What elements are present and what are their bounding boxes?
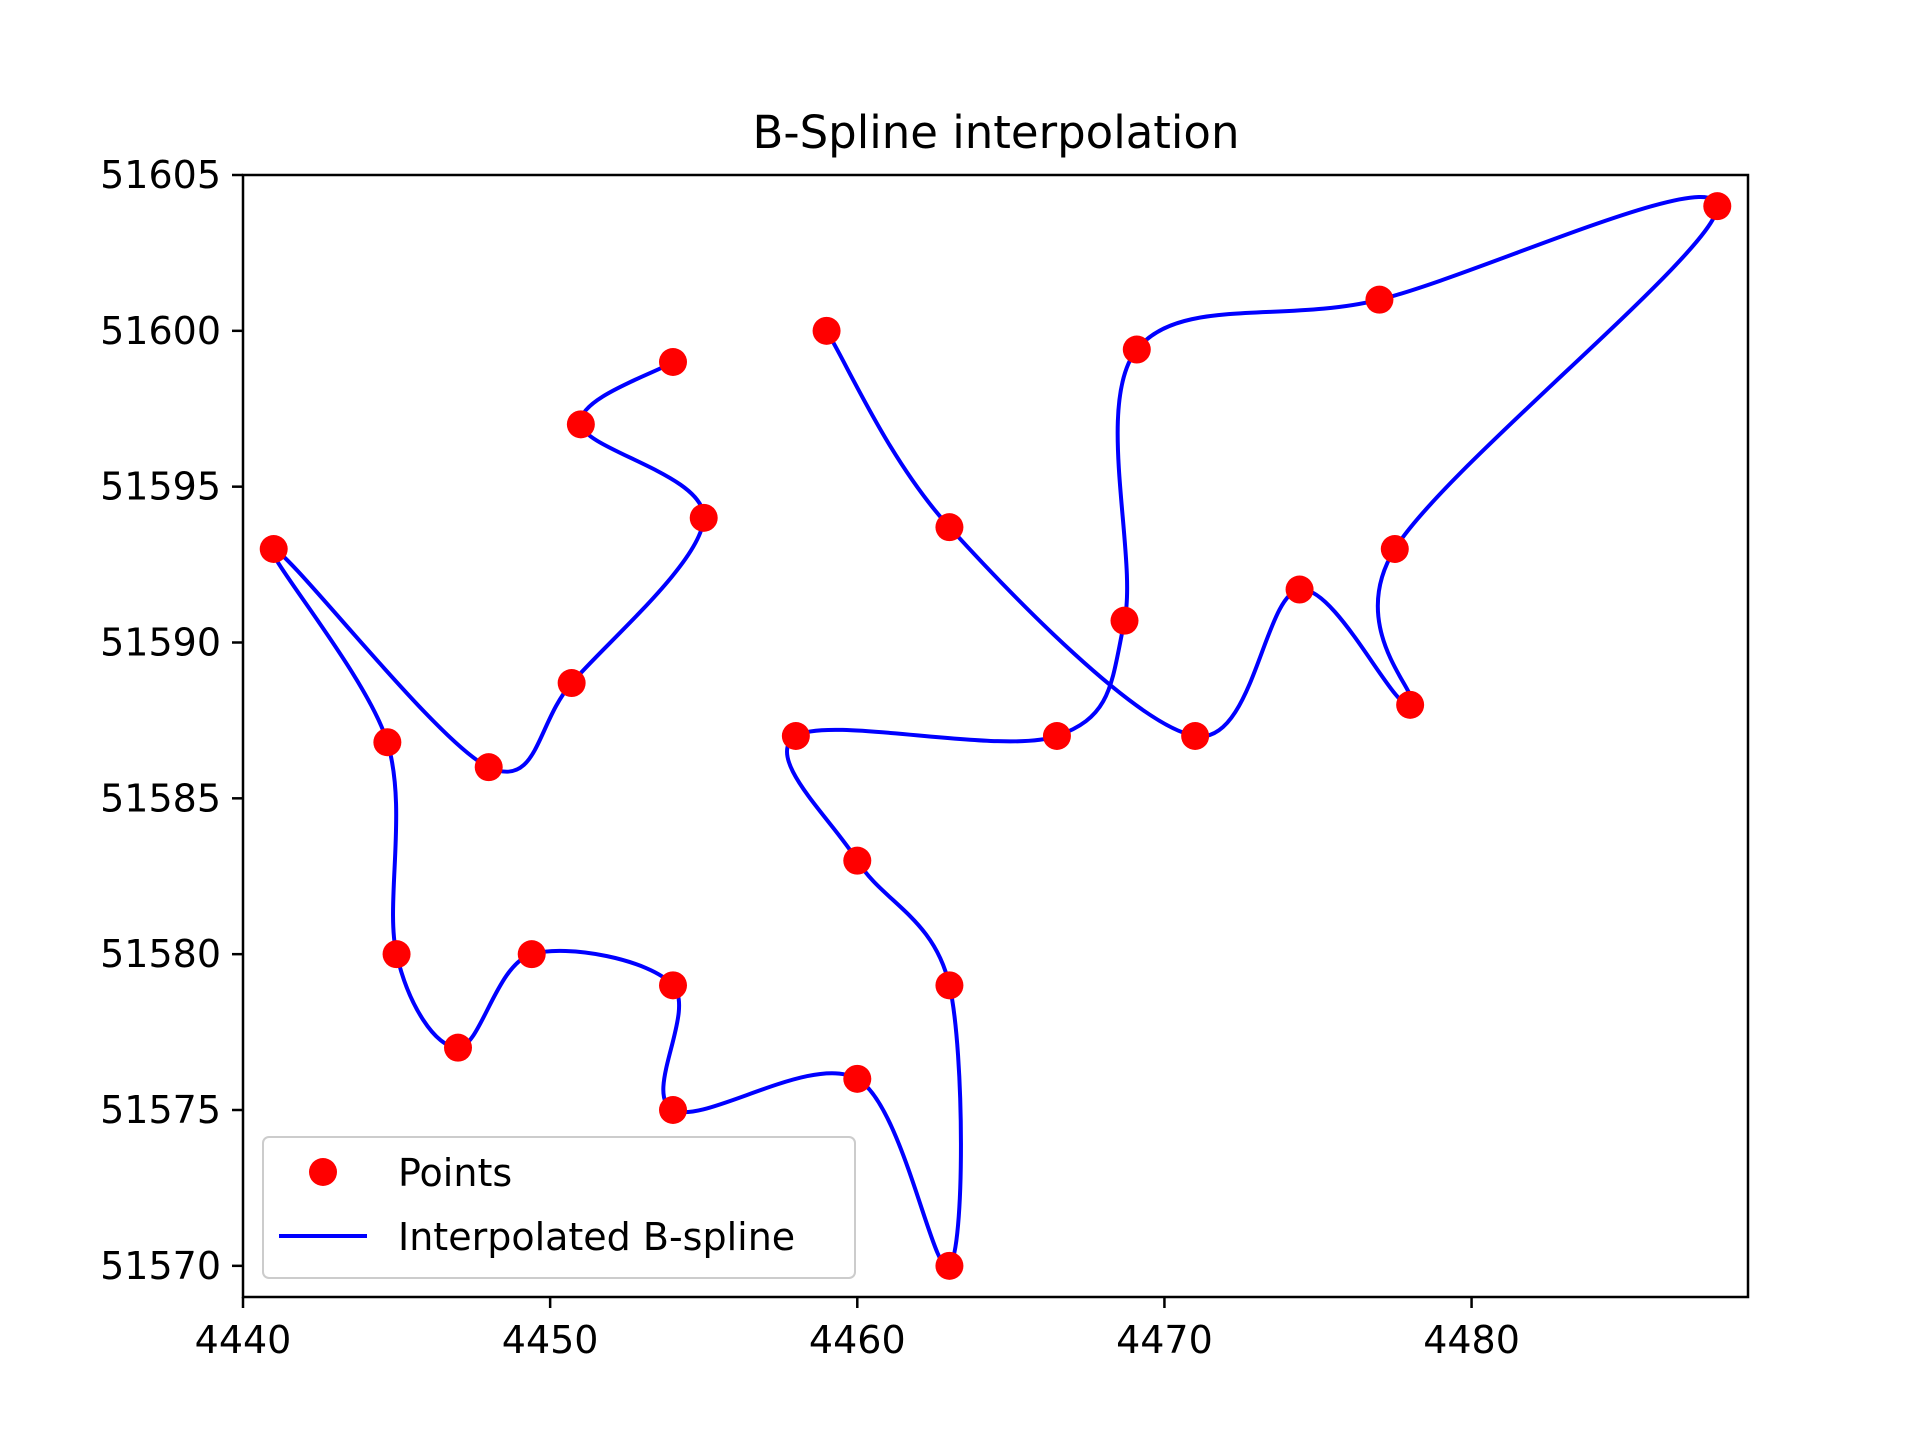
data-point <box>444 1033 472 1062</box>
legend-spline-label: Interpolated B-spline <box>398 1215 795 1259</box>
y-tick-label: 51600 <box>100 309 221 353</box>
plot-area <box>259 192 1732 1280</box>
plot-frame <box>241 173 1750 1299</box>
data-point <box>781 722 810 750</box>
x-tick-label: 4480 <box>1423 1318 1520 1362</box>
data-point <box>1110 606 1139 635</box>
data-point <box>517 940 546 969</box>
data-point <box>1703 192 1732 221</box>
x-tick-label: 4450 <box>502 1318 599 1362</box>
y-tick-label: 51585 <box>100 776 221 820</box>
x-tick-label: 4470 <box>1116 1318 1213 1362</box>
y-tick-label: 51605 <box>100 153 221 197</box>
data-point <box>1365 285 1394 314</box>
data-point <box>935 1251 964 1280</box>
y-tick-label: 51570 <box>100 1244 221 1288</box>
data-point <box>382 940 411 969</box>
legend-points-label: Points <box>398 1151 512 1195</box>
data-point <box>843 846 872 875</box>
data-point <box>659 348 687 376</box>
data-point <box>659 971 687 1000</box>
y-tick-label: 51580 <box>100 932 221 976</box>
data-point <box>1122 335 1151 364</box>
data-point <box>566 410 595 439</box>
x-tick-label: 4440 <box>195 1318 292 1362</box>
data-point <box>1380 535 1409 563</box>
legend-box <box>262 1136 856 1279</box>
data-point <box>1396 690 1425 719</box>
data-point <box>474 753 503 782</box>
data-point <box>259 535 288 563</box>
x-axis: 4440 4450 4460 4470 4480 <box>195 1297 1520 1362</box>
chart-title: B-Spline interpolation <box>753 106 1240 159</box>
data-point <box>935 513 964 542</box>
legend: Points Interpolated B-spline <box>262 1136 856 1279</box>
data-point <box>689 503 718 532</box>
data-point <box>1285 575 1314 604</box>
y-tick-label: 51575 <box>100 1088 221 1132</box>
x-tick-label: 4460 <box>809 1318 906 1362</box>
y-axis: 51570 51575 51580 51585 51590 51595 51600 51605 <box>100 153 243 1288</box>
y-tick-label: 51590 <box>100 621 221 665</box>
data-point <box>557 669 586 698</box>
data-point <box>1042 722 1071 750</box>
data-point <box>659 1096 687 1124</box>
y-tick-label: 51595 <box>100 465 221 509</box>
data-point <box>843 1064 872 1093</box>
spline-line <box>270 195 1720 1269</box>
data-point <box>373 728 402 757</box>
data-point <box>812 316 841 345</box>
data-point <box>1181 722 1210 750</box>
data-point <box>935 971 964 1000</box>
legend-points-marker <box>309 1158 337 1186</box>
